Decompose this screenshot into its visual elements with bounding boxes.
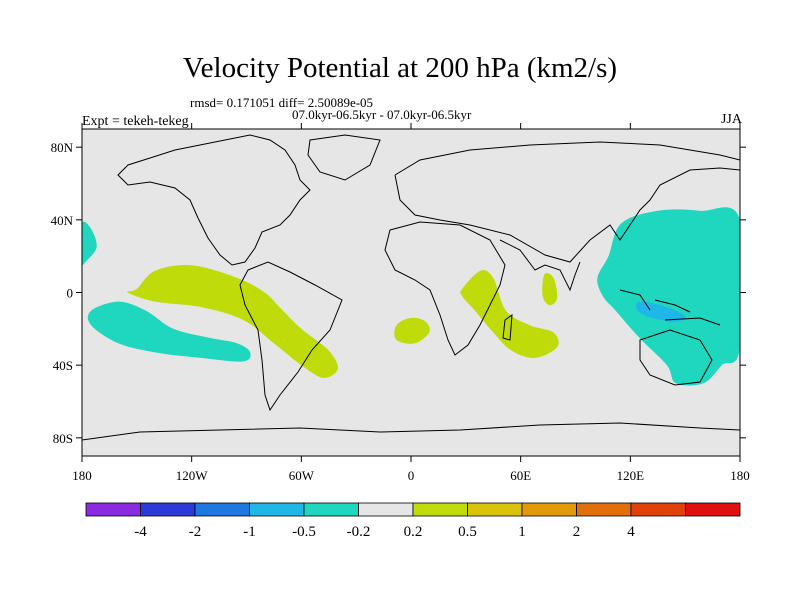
region-dateline-north-negative [82,221,97,266]
colorbar-label: 2 [573,524,581,540]
colorbar-box [194,502,250,517]
colorbar-box [685,502,741,517]
x-tick-label: 180 [72,468,92,483]
y-tick-label: 40S [53,358,73,373]
colorbar-label: -0.2 [347,524,371,540]
region-west-pacific-negative [597,207,740,386]
colorbar-box [358,502,414,517]
colorbar-label: 4 [627,524,635,540]
y-tick-label: 40N [51,213,74,228]
colorbar-box [140,502,196,517]
x-tick-label: 0 [408,468,415,483]
y-tick-label: 0 [67,286,74,301]
x-tick-label: 120E [617,468,645,483]
region-south-atlantic-positive [394,317,430,344]
colorbar-label: -0.5 [292,524,316,540]
colorbar-box [467,502,523,517]
x-tick-label: 180 [730,468,750,483]
colorbar-label: -4 [134,524,147,540]
season-label: JJA [720,112,742,127]
stats-line: rmsd= 0.171051 diff= 2.50089e-05 [190,95,374,110]
x-tick-label: 60E [510,468,531,483]
chart-title: Velocity Potential at 200 hPa (km2/s) [182,52,618,84]
colorbar: -4 -2 -1 -0.5 -0.2 0.2 0.5 1 2 4 [85,502,741,540]
region-tropical-east-pacific-positive [126,264,339,378]
colorbar-box [576,502,632,517]
y-tick-label: 80S [53,431,73,446]
experiment-label: Expt = tekeh-tekeg [82,114,189,129]
colorbar-box [630,502,686,517]
y-tick-label: 80N [51,140,74,155]
periods-line: 07.0kyr-06.5kyr - 07.0kyr-06.5kyr [292,107,472,122]
colorbar-box [303,502,359,517]
colorbar-label: 0.2 [404,524,423,540]
colorbar-box [85,502,141,517]
colorbar-label: -1 [243,524,256,540]
coastlines [82,134,740,441]
colorbar-label: 0.5 [458,524,477,540]
x-tick-label: 60W [289,468,315,483]
colorbar-box [412,502,468,517]
axes: 180 120W 60W 0 60E 120E 180 80N 40N 0 40S 80S [51,123,750,483]
colorbar-label: -2 [189,524,202,540]
region-indian-ocean-positive [542,273,558,306]
region-south-pacific-negative [87,301,251,362]
colorbar-label: 1 [518,524,526,540]
region-east-africa-positive [460,270,559,358]
colorbar-box [521,502,577,517]
x-tick-label: 120W [176,468,209,483]
colorbar-box [249,502,305,517]
contour-regions [82,207,740,386]
